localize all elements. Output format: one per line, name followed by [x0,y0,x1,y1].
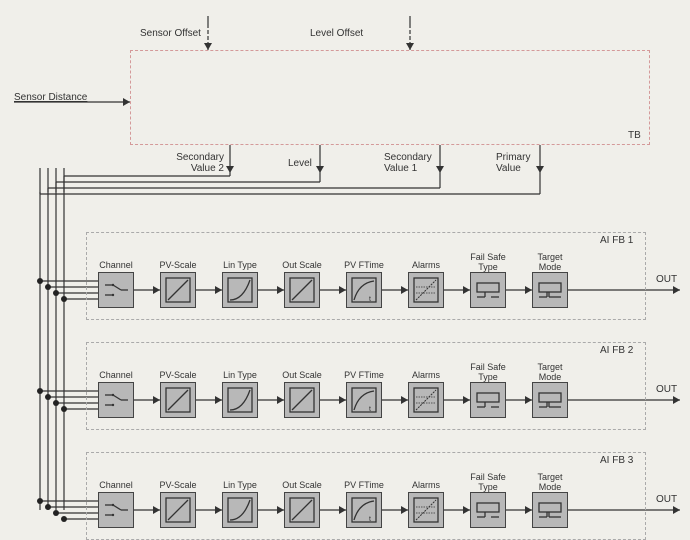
fb-label-1: AI FB 1 [600,235,633,246]
pv_ftime-block: t [346,272,382,308]
pv_scale-block [160,492,196,528]
tb-out-sv1: Secondary Value 1 [384,152,432,174]
out_scale-block [284,382,320,418]
pv_ftime-block: t [346,382,382,418]
lin_type-block [222,492,258,528]
channel-block [98,382,134,418]
bus-junction [45,394,51,400]
lin_type-label: Lin Type [215,480,265,490]
channel-block [98,492,134,528]
bus-junction [61,516,67,522]
fb-label-2: AI FB 2 [600,345,633,356]
lin_type-label: Lin Type [215,370,265,380]
bus-junction [45,284,51,290]
lin_type-block [222,382,258,418]
out_scale-block [284,492,320,528]
channel-label: Channel [91,260,141,270]
pv_scale-label: PV-Scale [153,370,203,380]
pv_ftime-label: PV FTime [339,260,389,270]
fail_safe-label: Fail Safe Type [463,252,513,272]
level-offset-label: Level Offset [310,28,363,39]
alarms-label: Alarms [401,260,451,270]
pv_scale-block [160,272,196,308]
pv_scale-block [160,382,196,418]
out_scale-label: Out Scale [277,480,327,490]
bus-junction [45,504,51,510]
bus-junction [61,406,67,412]
lin_type-block [222,272,258,308]
fail_safe-label: Fail Safe Type [463,472,513,492]
out_scale-label: Out Scale [277,260,327,270]
out_scale-block [284,272,320,308]
svg-text:t: t [369,296,371,303]
svg-text:t: t [369,406,371,413]
lin_type-label: Lin Type [215,260,265,270]
target-block [532,382,568,418]
channel-label: Channel [91,370,141,380]
tb-out-primary: Primary Value [496,152,530,174]
sensor-offset-label: Sensor Offset [140,28,201,39]
pv_ftime-block: t [346,492,382,528]
alarms-label: Alarms [401,370,451,380]
target-label: Target Mode [525,252,575,272]
alarms-block [408,382,444,418]
target-block [532,492,568,528]
svg-text:t: t [369,516,371,523]
fail_safe-block [470,492,506,528]
out_scale-label: Out Scale [277,370,327,380]
pv_scale-label: PV-Scale [153,260,203,270]
bus-junction [37,498,43,504]
pv_scale-label: PV-Scale [153,480,203,490]
target-label: Target Mode [525,362,575,382]
bus-junction [53,510,59,516]
bus-junction [53,400,59,406]
alarms-block [408,492,444,528]
bus-junction [37,388,43,394]
fail_safe-label: Fail Safe Type [463,362,513,382]
target-label: Target Mode [525,472,575,492]
pv_ftime-label: PV FTime [339,370,389,380]
tb-label: TB [628,130,641,141]
out-label-1: OUT [656,274,677,285]
alarms-label: Alarms [401,480,451,490]
out-label-3: OUT [656,494,677,505]
tb-box [130,50,650,145]
sensor-distance-label: Sensor Distance [14,92,87,103]
target-block [532,272,568,308]
fail_safe-block [470,272,506,308]
bus-junction [37,278,43,284]
tb-out-sv2: Secondary Value 2 [164,152,224,174]
fb-label-3: AI FB 3 [600,455,633,466]
channel-label: Channel [91,480,141,490]
alarms-block [408,272,444,308]
pv_ftime-label: PV FTime [339,480,389,490]
bus-junction [61,296,67,302]
channel-block [98,272,134,308]
bus-junction [53,290,59,296]
tb-out-level: Level [288,158,312,169]
out-label-2: OUT [656,384,677,395]
fail_safe-block [470,382,506,418]
